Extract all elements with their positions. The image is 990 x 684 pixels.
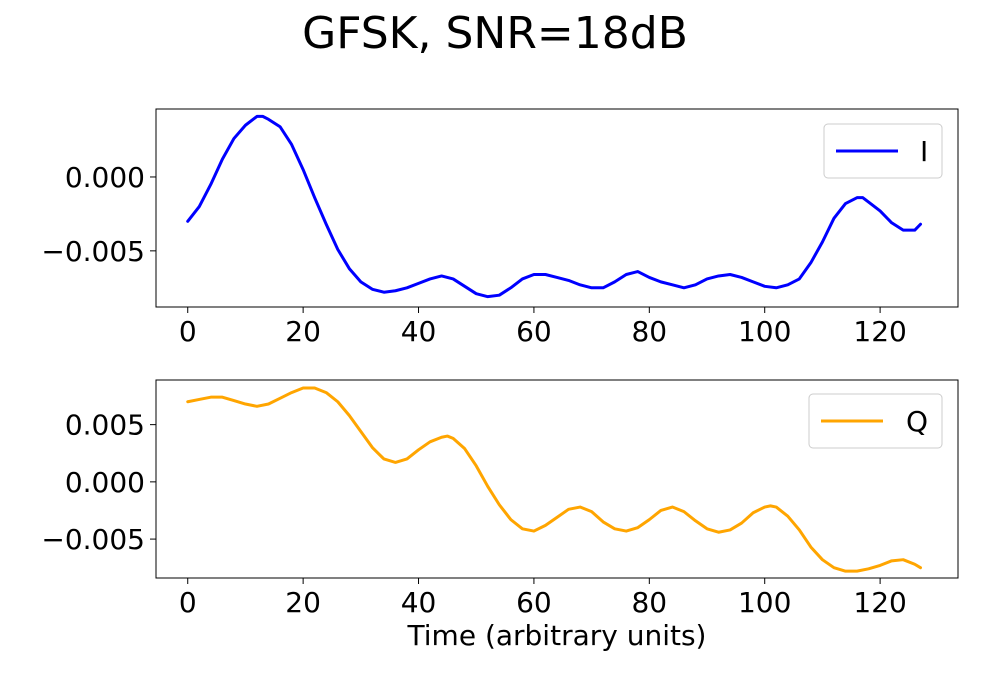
legend-label-q: Q [906,405,928,438]
axes-frame [155,108,959,308]
x-tick-label: 80 [631,586,667,619]
x-tick-label: 100 [738,586,791,619]
x-tick-label: 100 [738,315,791,348]
x-tick-label: 60 [516,586,552,619]
x-tick-label: 40 [401,315,437,348]
i-channel-plot: 0 20 40 60 80 100 120 0.000 −0.005 I [41,108,959,348]
x-tick-label: 60 [516,315,552,348]
x-tick-label: 0 [179,315,197,348]
x-tick-label: 20 [285,315,321,348]
x-tick-label: 0 [179,586,197,619]
axes-frame [155,379,959,579]
legend-label-i: I [920,135,928,168]
x-tick-label: 20 [285,586,321,619]
x-tick-label: 40 [401,586,437,619]
x-tick-label: 120 [853,586,906,619]
y-tick-label: 0.000 [65,466,145,499]
x-tick-label: 120 [853,315,906,348]
x-axis-label: Time (arbitrary units) [407,619,707,652]
y-tick-label: 0.000 [65,161,145,194]
series-line-i [186,114,922,299]
q-channel-plot: 0 20 40 60 80 100 120 0.005 0.000 −0.005 Time (arb… [41,379,959,652]
figure-title: GFSK, SNR=18dB [302,8,688,59]
y-tick-label: −0.005 [41,523,145,556]
series-line-q [186,386,922,573]
y-tick-label: −0.005 [41,235,145,268]
y-tick-label: 0.005 [65,409,145,442]
x-tick-label: 80 [631,315,667,348]
